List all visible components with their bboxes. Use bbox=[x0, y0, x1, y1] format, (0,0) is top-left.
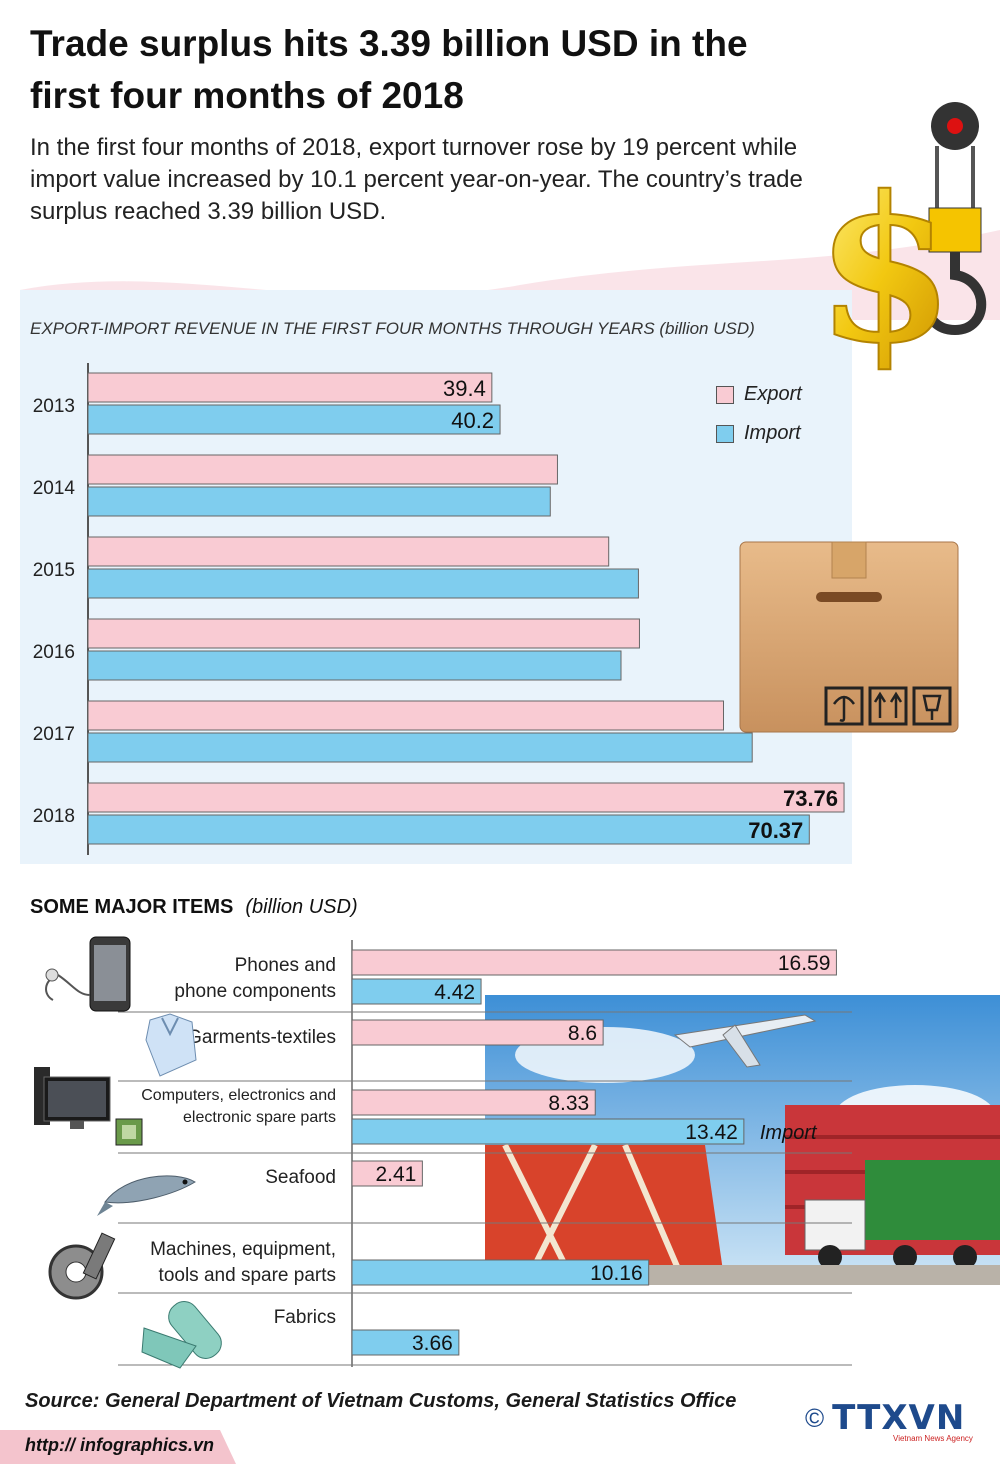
computer-icon bbox=[34, 1067, 143, 1146]
export-item-bar bbox=[351, 1089, 596, 1116]
logo-text: TTXVN bbox=[832, 1398, 966, 1438]
import-bar-2016 bbox=[87, 650, 622, 681]
export-item-bar bbox=[351, 949, 837, 976]
import-bar-2017 bbox=[87, 732, 753, 763]
legend-import-swatch bbox=[716, 424, 734, 443]
item-data-label: 2.41 bbox=[375, 1163, 416, 1186]
item-label-line: Garments-textiles bbox=[187, 1027, 336, 1048]
item-label-line: electronic spare parts bbox=[183, 1109, 336, 1126]
year-label: 2017 bbox=[33, 724, 75, 745]
item-data-label: 10.16 bbox=[590, 1262, 643, 1285]
export-bar-2016 bbox=[87, 618, 640, 649]
data-label: 73.76 bbox=[783, 786, 838, 811]
site-url[interactable]: http:// infographics.vn bbox=[25, 1435, 214, 1455]
page-title: Trade surplus hits 3.39 billion USD in t… bbox=[30, 23, 748, 116]
page-subtitle: In the first four months of 2018, export… bbox=[30, 134, 803, 225]
item-label: Phones and phone components bbox=[110, 953, 336, 1005]
items-title: SOME MAJOR ITEMS (billion USD) bbox=[30, 896, 358, 919]
item-label-line: Fabrics bbox=[273, 1307, 336, 1328]
item-label: Machines, equipment, tools and spare part… bbox=[110, 1237, 336, 1289]
legend-export-swatch bbox=[716, 385, 734, 404]
item-data-label: 16.59 bbox=[778, 952, 831, 975]
item-label-line: Phones and bbox=[234, 955, 336, 976]
export-bar-2015 bbox=[87, 536, 610, 567]
item-label-line: Machines, equipment, bbox=[150, 1239, 336, 1260]
inline-import-label: Import bbox=[760, 1122, 818, 1144]
logo-subtext: Vietnam News Agency bbox=[893, 1434, 973, 1443]
dollar-hook-icon: $ bbox=[815, 102, 987, 389]
export-bar-2013 bbox=[87, 372, 493, 403]
year-label: 2013 bbox=[33, 396, 75, 417]
source-note: Source: General Department of Vietnam Cu… bbox=[25, 1390, 737, 1412]
data-label: 40.2 bbox=[451, 408, 494, 433]
major-items-chart: 16.59 4.42 8.6 8.33 13.42 Import 2.41 10.16 3.66 bbox=[118, 940, 852, 1367]
item-label-line: tools and spare parts bbox=[158, 1265, 336, 1286]
gear-icon bbox=[48, 1232, 116, 1300]
item-data-label: 13.42 bbox=[685, 1121, 738, 1144]
export-bar-2018 bbox=[87, 782, 845, 813]
footer-band bbox=[0, 1430, 236, 1464]
import-item-bar bbox=[351, 1259, 650, 1286]
svg-text:$: $ bbox=[815, 153, 954, 388]
item-label: Fabrics bbox=[110, 1305, 336, 1331]
legend-export-label: Export bbox=[744, 383, 802, 405]
items-unit: (billion USD) bbox=[245, 896, 358, 918]
chart-legend: Export Import bbox=[716, 383, 802, 461]
import-bar-2013 bbox=[87, 404, 501, 435]
item-label: Computers, electronics and electronic spa… bbox=[110, 1085, 336, 1129]
import-bar-2018 bbox=[87, 814, 810, 845]
export-bar-2017 bbox=[87, 700, 724, 731]
year-label: 2014 bbox=[33, 478, 76, 499]
import-item-bar bbox=[351, 1329, 460, 1356]
item-data-label: 3.66 bbox=[412, 1332, 453, 1355]
export-item-bar bbox=[351, 1019, 604, 1046]
export-import-chart: 2013 39.4 40.2 2014 2015 2016 2017 2018 73.76 70.… bbox=[33, 363, 845, 855]
ttxvn-logo: © TTXVN Vietnam News Agency bbox=[805, 1398, 973, 1443]
fabric-roll-icon bbox=[141, 1301, 222, 1369]
import-bar-2015 bbox=[87, 568, 639, 599]
fish-icon bbox=[97, 1175, 196, 1216]
item-data-label: 8.33 bbox=[548, 1092, 589, 1115]
item-data-label: 8.6 bbox=[568, 1022, 597, 1045]
legend-import-label: Import bbox=[744, 422, 801, 444]
item-label: Seafood bbox=[110, 1165, 336, 1191]
item-label-line: Computers, electronics and bbox=[141, 1087, 336, 1104]
smartphone-icon bbox=[45, 936, 131, 1012]
data-label: 39.4 bbox=[443, 376, 486, 401]
shirt-icon bbox=[145, 1013, 197, 1077]
import-item-bar bbox=[351, 978, 482, 1005]
item-label-line: phone components bbox=[174, 981, 336, 1002]
import-item-bar bbox=[351, 1118, 745, 1145]
year-label: 2015 bbox=[33, 560, 75, 581]
item-data-label: 4.42 bbox=[434, 981, 475, 1004]
items-title-text: SOME MAJOR ITEMS bbox=[30, 896, 234, 918]
export-bar-2014 bbox=[87, 454, 558, 485]
year-label: 2018 bbox=[33, 806, 75, 827]
import-bar-2014 bbox=[87, 486, 551, 517]
copyright-mark: © bbox=[805, 1402, 825, 1433]
data-label: 70.37 bbox=[748, 818, 803, 843]
export-item-bar bbox=[351, 1160, 423, 1187]
chart-title: EXPORT-IMPORT REVENUE IN THE FIRST FOUR … bbox=[30, 319, 755, 338]
year-label: 2016 bbox=[33, 642, 75, 663]
item-label-line: Seafood bbox=[265, 1167, 336, 1188]
legend-export: Export bbox=[716, 383, 802, 406]
item-label: Garments-textiles bbox=[110, 1025, 336, 1051]
cardboard-box-icon bbox=[739, 541, 959, 733]
legend-import: Import bbox=[716, 422, 802, 445]
